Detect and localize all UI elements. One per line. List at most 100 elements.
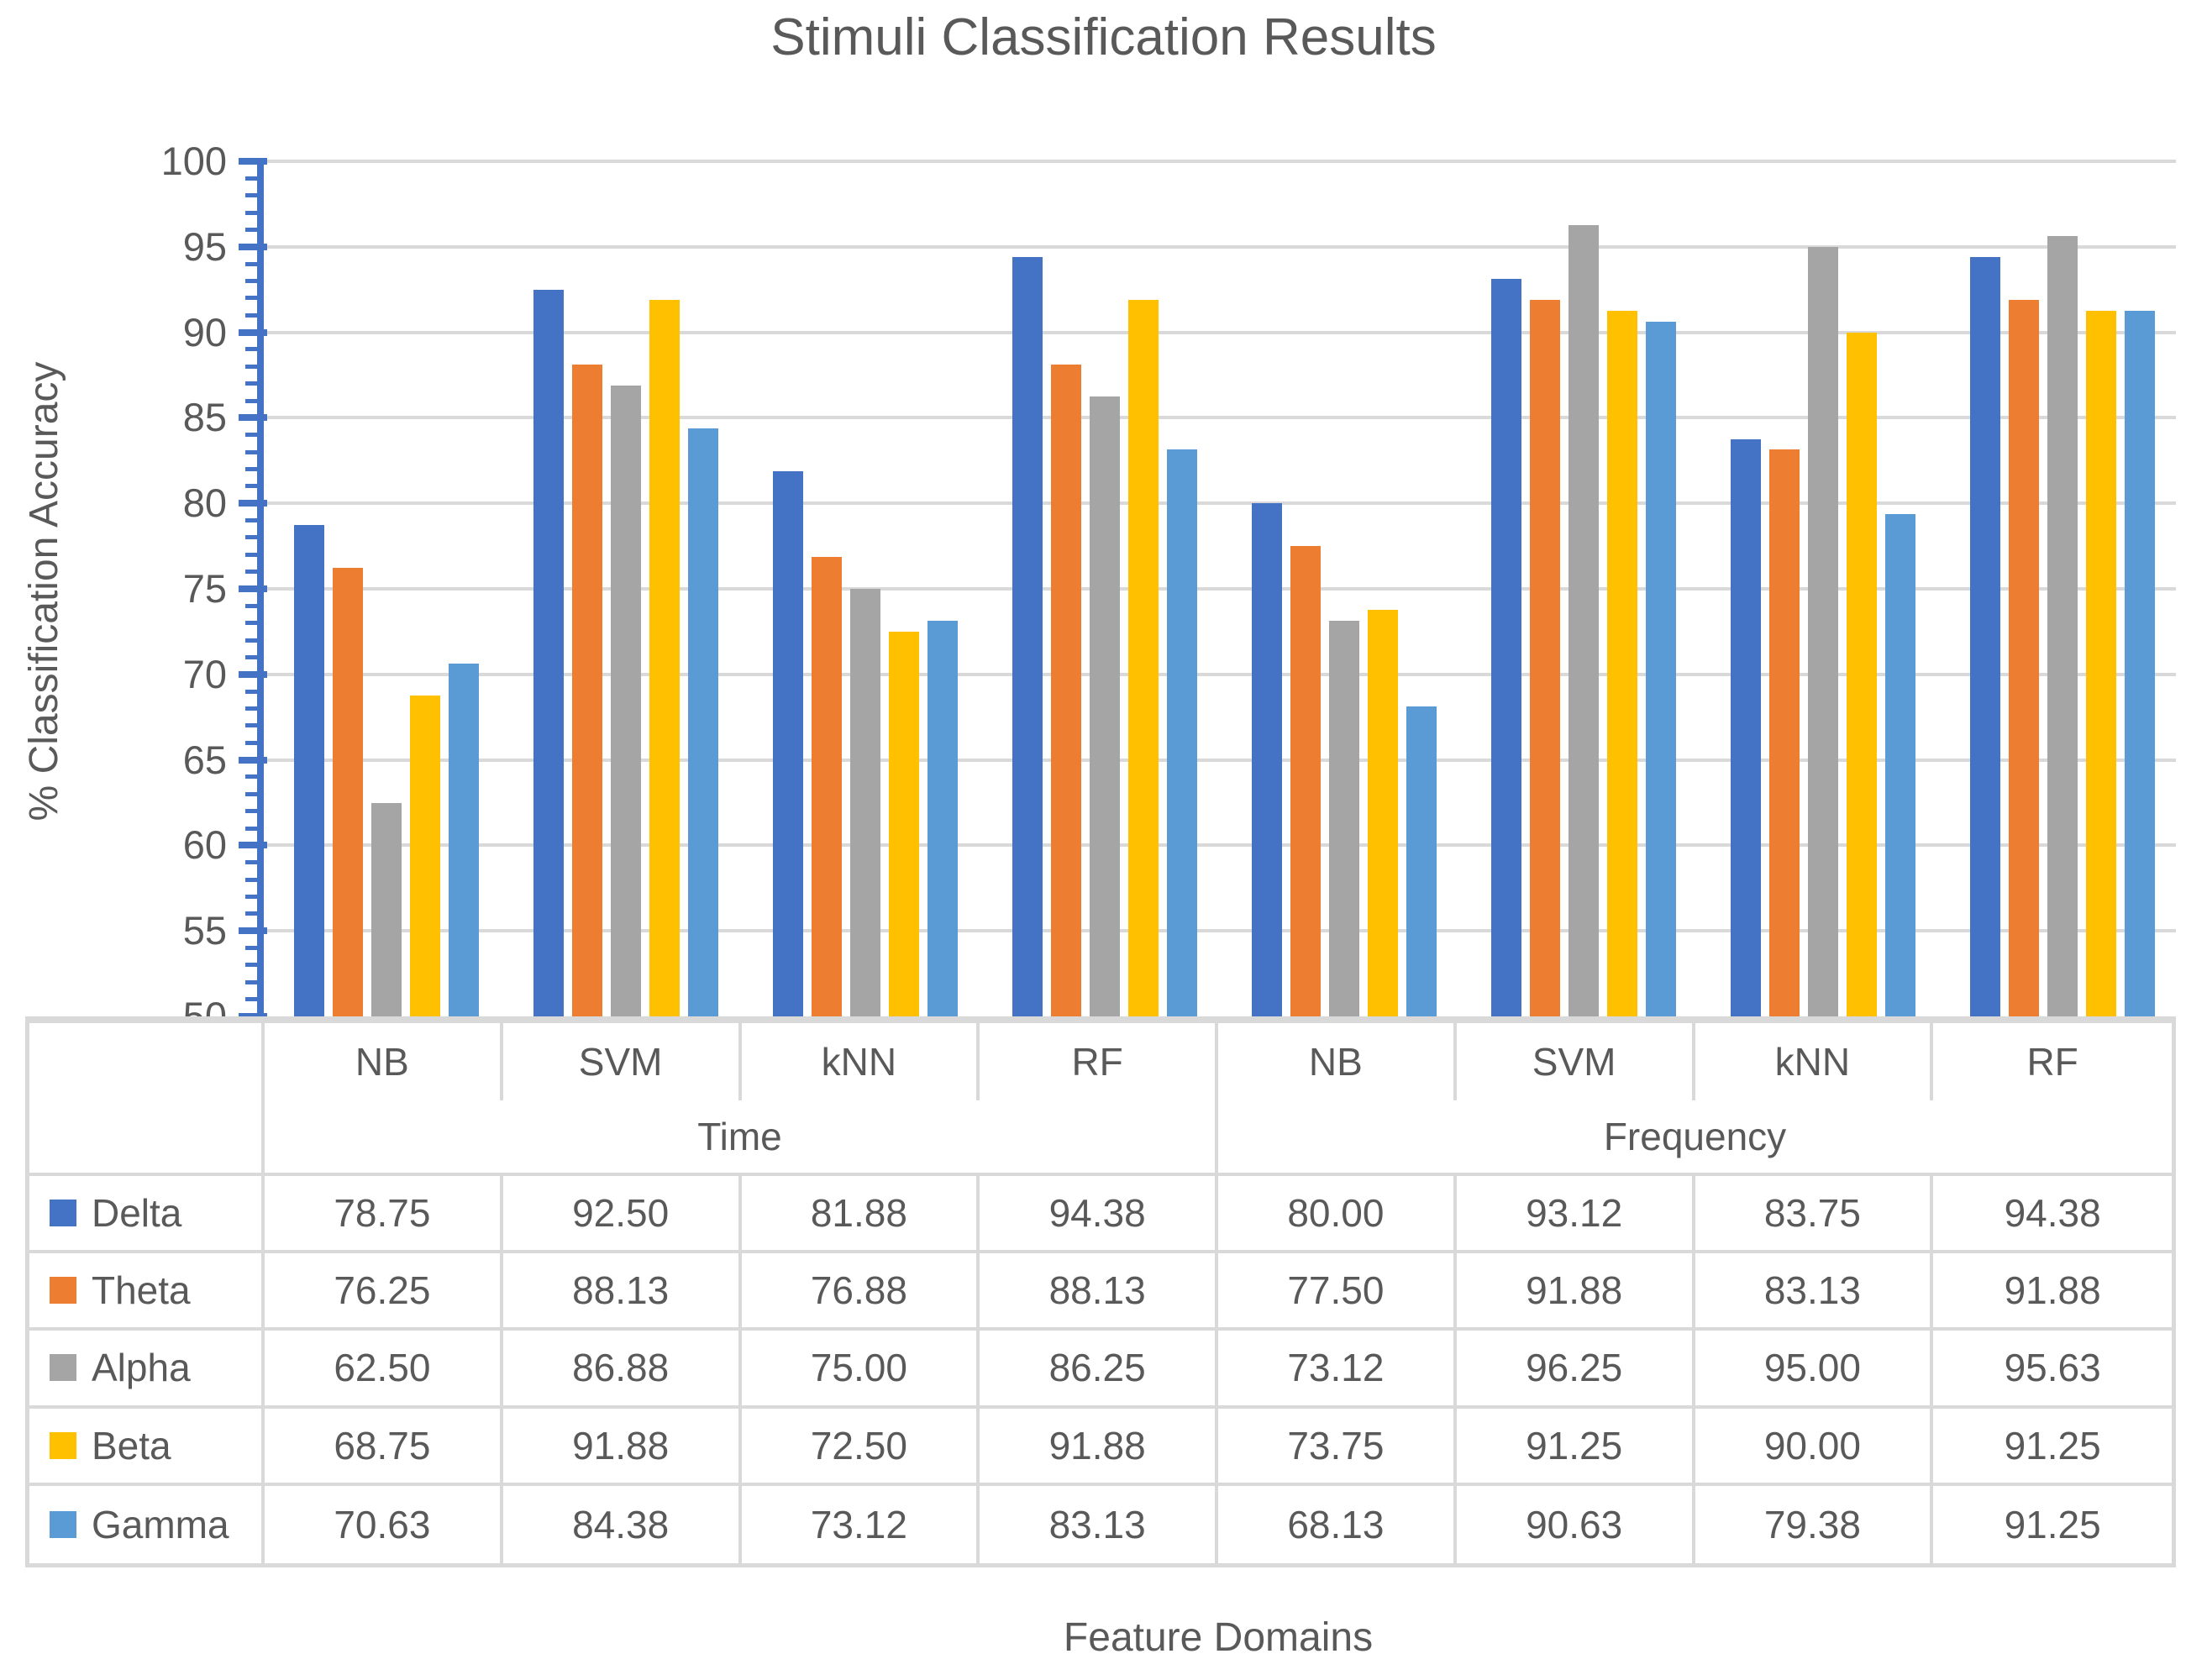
bar-theta-frequency-knn (1769, 449, 1800, 1016)
y-major-tick-65 (239, 756, 267, 764)
gridline-70 (260, 672, 2176, 676)
y-minor-tick (245, 809, 258, 814)
value-gamma-frequency-svm: 90.63 (1457, 1485, 1695, 1563)
y-minor-tick (245, 963, 258, 968)
y-minor-tick (245, 210, 258, 215)
value-beta-frequency-rf: 91.25 (1933, 1409, 2172, 1486)
value-delta-frequency-svm: 93.12 (1456, 1176, 1695, 1254)
series-name-gamma: Gamma (92, 1502, 229, 1546)
bar-theta-time-knn (812, 556, 842, 1016)
value-gamma-time-svm: 84.38 (503, 1485, 742, 1563)
y-minor-tick (245, 740, 258, 745)
bar-gamma-frequency-knn (1885, 513, 1915, 1016)
y-minor-tick (245, 381, 258, 386)
value-gamma-frequency-knn: 79.38 (1695, 1485, 1934, 1563)
y-major-tick-70 (239, 670, 267, 678)
value-theta-frequency-rf: 91.88 (1933, 1253, 2172, 1331)
bar-alpha-frequency-knn (1808, 246, 1838, 1016)
gridline-75 (260, 587, 2176, 591)
y-major-tick-85 (239, 414, 267, 422)
domain-label-frequency: Frequency (1218, 1100, 2172, 1176)
legend-key-delta-icon (50, 1200, 76, 1227)
chart-title: Stimuli Classification Results (770, 8, 1437, 66)
y-major-tick-100 (239, 158, 267, 165)
y-major-tick-80 (239, 500, 267, 507)
bar-theta-frequency-svm (1530, 300, 1560, 1016)
category-label-time-nb: NB (265, 1023, 503, 1100)
bar-gamma-time-svm (688, 428, 718, 1016)
series-name-delta: Delta (92, 1191, 182, 1236)
y-minor-tick (245, 979, 258, 984)
bar-gamma-time-knn (927, 621, 958, 1016)
y-minor-tick (245, 894, 258, 899)
value-alpha-time-svm: 86.88 (502, 1331, 742, 1409)
gridline-65 (260, 758, 2176, 762)
y-tick-label-95: 95 (182, 223, 227, 269)
value-alpha-time-nb: 62.50 (265, 1331, 503, 1409)
bar-beta-time-knn (889, 631, 919, 1016)
y-minor-tick (245, 570, 258, 575)
gridline-60 (260, 843, 2176, 848)
bar-beta-frequency-knn (1847, 332, 1877, 1016)
value-delta-time-knn: 81.88 (741, 1176, 980, 1254)
legend-key-gamma-icon (50, 1510, 76, 1538)
bar-delta-frequency-svm (1491, 279, 1521, 1016)
value-theta-time-rf: 88.13 (980, 1253, 1218, 1331)
series-name-alpha: Alpha (92, 1346, 191, 1390)
y-minor-tick (245, 193, 258, 198)
bar-beta-frequency-svm (1607, 311, 1637, 1016)
y-minor-tick (245, 791, 258, 796)
value-theta-time-svm: 88.13 (502, 1253, 742, 1331)
gridline-80 (260, 501, 2176, 506)
legend-item-theta: Theta (29, 1253, 265, 1331)
gridline-95 (260, 244, 2176, 249)
y-minor-tick (245, 911, 258, 916)
value-delta-frequency-nb: 80.00 (1218, 1176, 1457, 1254)
y-minor-tick (245, 466, 258, 471)
y-minor-tick (245, 518, 258, 523)
legend-item-delta: Delta (29, 1176, 265, 1254)
y-minor-tick (245, 946, 258, 951)
y-tick-label-60: 60 (182, 822, 227, 868)
legend-key-alpha-icon (50, 1354, 76, 1382)
y-major-tick-90 (239, 328, 267, 336)
y-minor-tick (245, 860, 258, 865)
bar-gamma-frequency-nb (1406, 706, 1437, 1016)
value-beta-time-svm: 91.88 (502, 1408, 742, 1486)
y-minor-tick (245, 997, 258, 1002)
value-alpha-frequency-svm: 96.25 (1456, 1331, 1695, 1409)
y-minor-tick (245, 398, 258, 403)
bar-delta-time-rf (1012, 257, 1043, 1016)
value-alpha-time-rf: 86.25 (980, 1331, 1218, 1409)
bar-theta-time-svm (572, 364, 602, 1016)
series-name-theta: Theta (92, 1268, 191, 1313)
value-theta-time-knn: 76.88 (741, 1253, 980, 1331)
bar-theta-time-nb (333, 567, 363, 1016)
y-minor-tick (245, 364, 258, 369)
bar-delta-time-knn (773, 470, 803, 1016)
bar-beta-frequency-nb (1368, 610, 1398, 1016)
bar-delta-frequency-nb (1252, 503, 1282, 1016)
y-minor-tick (245, 535, 258, 540)
category-label-time-svm: SVM (503, 1023, 742, 1100)
value-beta-frequency-svm: 91.25 (1456, 1408, 1695, 1486)
y-minor-tick (245, 449, 258, 454)
value-gamma-time-rf: 83.13 (980, 1485, 1218, 1563)
category-label-frequency-rf: RF (2026, 1040, 2078, 1084)
y-minor-tick (245, 176, 258, 181)
bar-alpha-time-rf (1090, 396, 1120, 1016)
y-minor-tick (245, 654, 258, 659)
y-minor-tick (245, 603, 258, 608)
gridline-55 (260, 929, 2176, 933)
category-label-time-rf: RF (980, 1023, 1218, 1100)
value-beta-time-nb: 68.75 (265, 1408, 503, 1486)
value-delta-frequency-knn: 83.75 (1695, 1176, 1934, 1254)
category-label-time-knn: kNN (742, 1023, 980, 1100)
y-tick-label-55: 55 (182, 908, 227, 953)
value-gamma-time-nb: 70.63 (265, 1485, 503, 1563)
y-minor-tick (245, 484, 258, 489)
y-minor-tick (245, 621, 258, 626)
value-alpha-frequency-rf: 95.63 (1933, 1331, 2172, 1409)
bar-theta-frequency-nb (1290, 546, 1321, 1016)
